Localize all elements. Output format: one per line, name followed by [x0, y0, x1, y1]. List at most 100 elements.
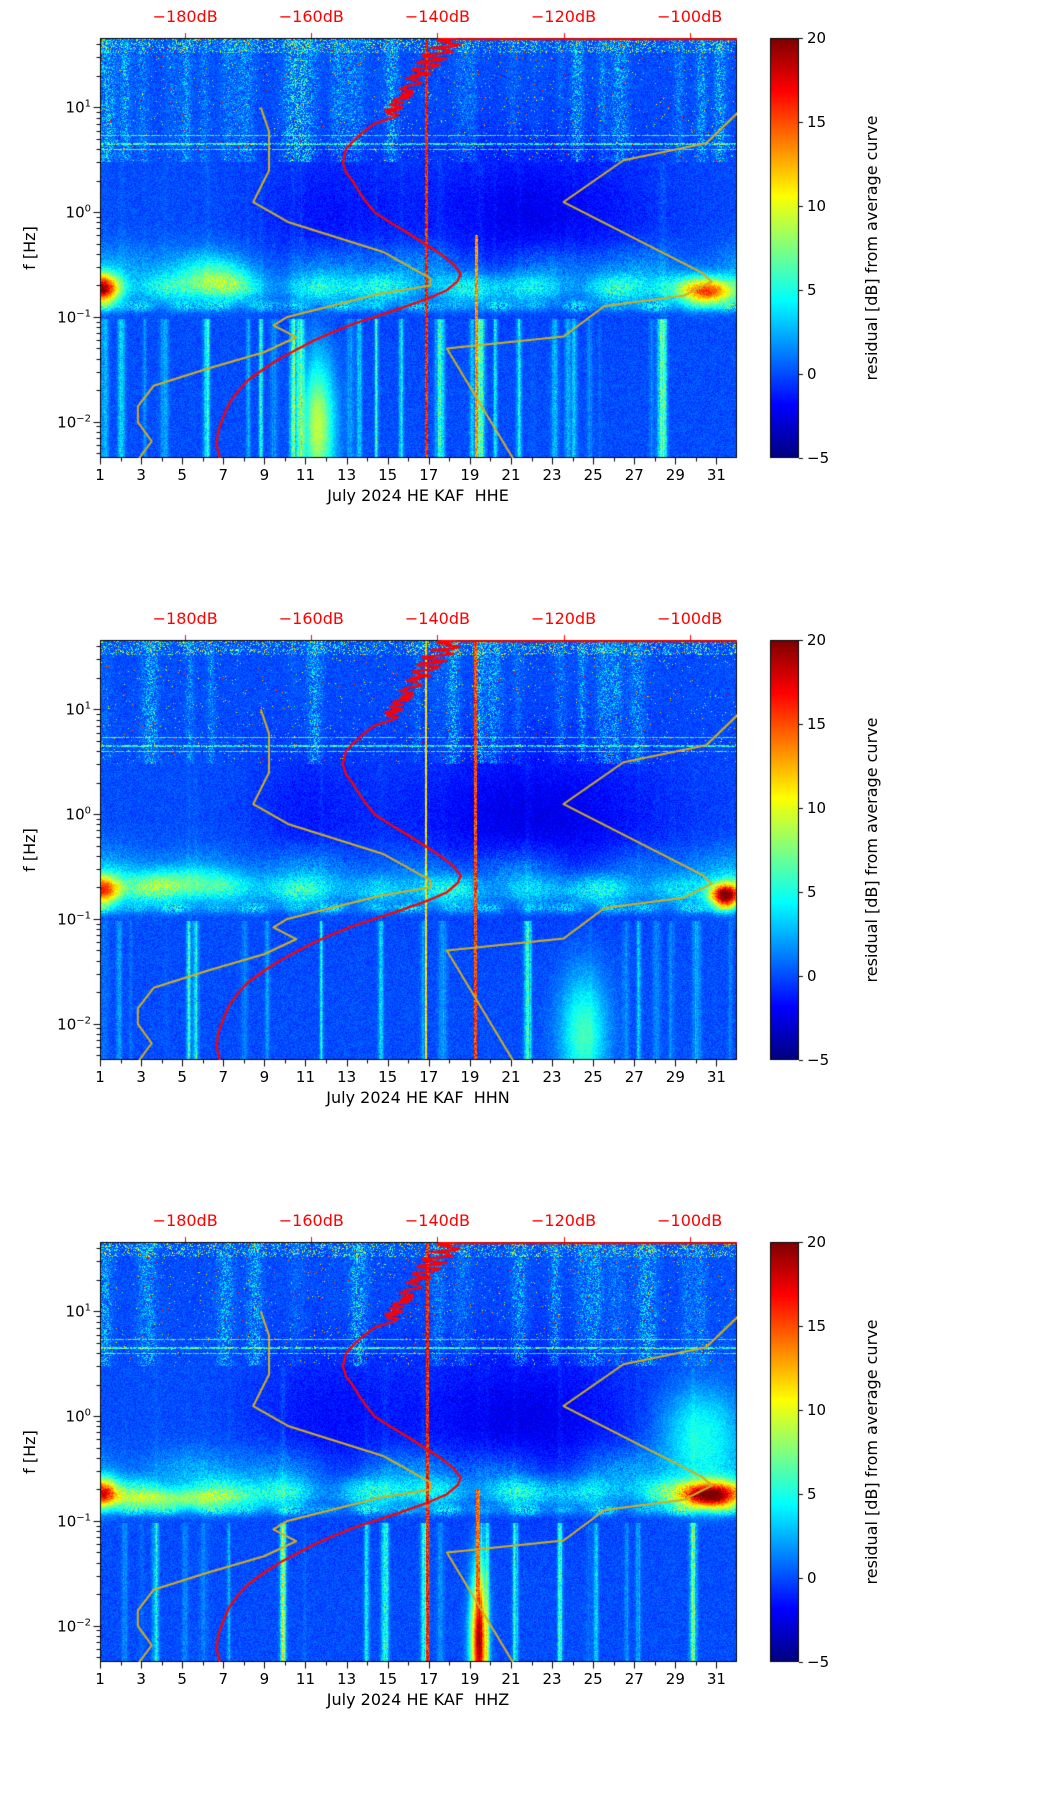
x-tick-label: 19 [460, 466, 480, 484]
colorbar-tick-label: −5 [807, 1652, 830, 1671]
y-axis-label: f [Hz] [20, 828, 40, 872]
top-db-tick-label: −100dB [657, 609, 723, 628]
x-tick-label: 15 [378, 466, 398, 484]
x-tick-label: 1 [95, 1670, 105, 1688]
x-tick-label: 25 [583, 466, 603, 484]
y-tick-label: 100 [65, 203, 91, 222]
colorbar-tick-label: 5 [807, 1484, 817, 1503]
y-tick-label: 10−2 [57, 1014, 91, 1033]
x-tick-label: 27 [624, 1068, 644, 1086]
x-tick-label: 7 [218, 1670, 229, 1688]
x-axis-label: July 2024 HE KAF HHE [327, 486, 509, 505]
x-tick-label: 11 [295, 1068, 316, 1086]
y-tick-label: 101 [65, 700, 91, 719]
top-db-tick-label: −140dB [404, 7, 470, 26]
y-tick-label: 101 [65, 98, 91, 117]
top-db-tick-label: −120dB [531, 7, 597, 26]
colorbar-tick-label: 0 [807, 1568, 817, 1587]
x-tick-label: 15 [378, 1068, 398, 1086]
x-tick-label: 13 [337, 466, 357, 484]
spectrogram-panel-hhn: 1 3 5 7 9 11 13 15 17 19 21 23 25 27 29 31 10−2 10−1 100 10… [0, 602, 1052, 1204]
spectrogram-panel-hhz: 1 3 5 7 9 11 13 15 17 19 21 23 25 27 29 31 10−2 10−1 100 10… [0, 1204, 1052, 1806]
x-tick-label: 1 [95, 466, 105, 484]
x-tick-label: 5 [177, 1670, 187, 1688]
x-tick-label: 1 [95, 1068, 105, 1086]
spectrogram-canvas-hhz [0, 1204, 1052, 1806]
x-tick-label: 9 [259, 1068, 270, 1086]
y-tick-label: 10−2 [57, 412, 91, 431]
top-db-tick-label: −180dB [152, 1211, 218, 1230]
x-tick-label: 19 [460, 1068, 480, 1086]
x-tick-label: 15 [378, 1670, 398, 1688]
colorbar-label: residual [dB] from average curve [862, 717, 882, 983]
top-db-tick-label: −120dB [531, 609, 597, 628]
x-tick-label: 23 [542, 1068, 562, 1086]
colorbar-tick-label: 15 [807, 112, 827, 131]
x-tick-label: 11 [295, 466, 316, 484]
top-db-tick-label: −180dB [152, 609, 218, 628]
x-tick-label: 25 [583, 1670, 603, 1688]
spectrogram-panel-hhe: 1 3 5 7 9 11 13 15 17 19 21 23 25 27 29 31 10−2 10−1 100 10… [0, 0, 1052, 602]
y-tick-label: 100 [65, 805, 91, 824]
top-db-tick-label: −160dB [278, 1211, 344, 1230]
top-db-tick-label: −160dB [278, 7, 344, 26]
x-tick-label: 9 [259, 466, 270, 484]
x-tick-label: 21 [501, 1068, 521, 1086]
x-tick-label: 29 [665, 466, 685, 484]
colorbar-tick-label: −5 [807, 1050, 830, 1069]
tick-labels-layer: 1 3 5 7 9 11 13 15 17 19 21 23 25 27 29 31 10−2 10−1 100 10… [0, 1204, 1052, 1806]
x-tick-label: 11 [295, 1670, 316, 1688]
colorbar-tick-label: 5 [807, 882, 817, 901]
x-tick-label: 19 [460, 1670, 480, 1688]
y-tick-label: 10−2 [57, 1616, 91, 1635]
x-tick-label: 5 [177, 466, 187, 484]
colorbar-tick-label: 10 [807, 196, 827, 215]
tick-labels-layer: 1 3 5 7 9 11 13 15 17 19 21 23 25 27 29 31 10−2 10−1 100 10… [0, 0, 1052, 602]
colorbar-tick-label: 20 [807, 630, 827, 649]
y-tick-label: 101 [65, 1302, 91, 1321]
y-tick-label: 10−1 [57, 910, 91, 929]
x-tick-label: 27 [624, 1670, 644, 1688]
x-tick-label: 17 [419, 1068, 439, 1086]
x-tick-label: 21 [501, 466, 521, 484]
x-tick-label: 5 [177, 1068, 187, 1086]
x-tick-label: 17 [419, 1670, 439, 1688]
x-tick-label: 23 [542, 1670, 562, 1688]
top-db-tick-label: −120dB [531, 1211, 597, 1230]
colorbar-tick-label: 20 [807, 28, 827, 47]
x-tick-label: 31 [706, 466, 726, 484]
x-tick-label: 7 [218, 1068, 229, 1086]
x-tick-label: 25 [583, 1068, 603, 1086]
x-tick-label: 23 [542, 466, 562, 484]
x-tick-label: 17 [419, 466, 439, 484]
y-tick-label: 10−1 [57, 308, 91, 327]
colorbar-tick-label: 0 [807, 364, 817, 383]
top-db-tick-label: −140dB [404, 1211, 470, 1230]
tick-labels-layer: 1 3 5 7 9 11 13 15 17 19 21 23 25 27 29 31 10−2 10−1 100 10… [0, 602, 1052, 1204]
x-tick-label: 21 [501, 1670, 521, 1688]
top-db-tick-label: −100dB [657, 7, 723, 26]
x-tick-label: 3 [136, 1068, 146, 1086]
top-db-tick-label: −180dB [152, 7, 218, 26]
top-db-tick-label: −160dB [278, 609, 344, 628]
top-db-tick-label: −140dB [404, 609, 470, 628]
colorbar-label: residual [dB] from average curve [862, 115, 882, 381]
x-tick-label: 27 [624, 466, 644, 484]
colorbar-tick-label: 15 [807, 714, 827, 733]
y-tick-label: 100 [65, 1407, 91, 1426]
spectrogram-canvas-hhn [0, 602, 1052, 1204]
x-axis-label: July 2024 HE KAF HHZ [326, 1690, 510, 1709]
top-db-tick-label: −100dB [657, 1211, 723, 1230]
colorbar-label: residual [dB] from average curve [862, 1319, 882, 1585]
x-tick-label: 13 [337, 1068, 357, 1086]
colorbar-tick-label: 15 [807, 1316, 827, 1335]
colorbar-tick-label: 5 [807, 280, 817, 299]
colorbar-tick-label: 10 [807, 798, 827, 817]
y-tick-label: 10−1 [57, 1512, 91, 1531]
x-tick-label: 31 [706, 1068, 726, 1086]
spectrogram-canvas-hhe [0, 0, 1052, 602]
y-axis-label: f [Hz] [20, 226, 40, 270]
x-tick-label: 31 [706, 1670, 726, 1688]
x-tick-label: 29 [665, 1670, 685, 1688]
